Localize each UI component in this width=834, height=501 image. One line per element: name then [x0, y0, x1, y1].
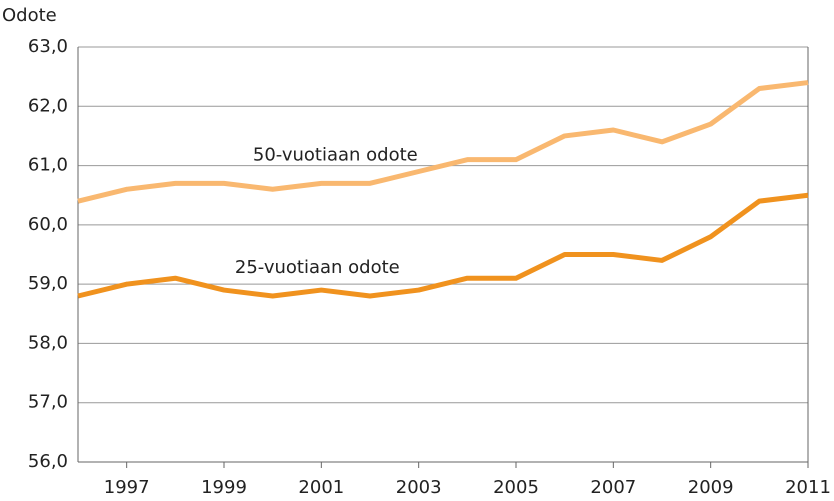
x-tick-label: 2003 — [396, 477, 442, 498]
series-line — [77, 192, 809, 299]
x-tick-label: 2001 — [298, 477, 344, 498]
x-tick-label: 2009 — [688, 477, 734, 498]
x-tick-label: 1997 — [104, 477, 150, 498]
y-tick-label: 58,0 — [28, 332, 68, 353]
series-line — [77, 80, 809, 204]
x-tick-label: 2007 — [590, 477, 636, 498]
y-tick-label: 60,0 — [28, 214, 68, 235]
x-tick-label: 1999 — [201, 477, 247, 498]
x-tick-label: 2005 — [493, 477, 539, 498]
x-tick-label: 2011 — [785, 477, 831, 498]
series-label: 50-vuotiaan odote — [253, 144, 418, 165]
y-tick-label: 57,0 — [28, 392, 68, 413]
series-label: 25-vuotiaan odote — [235, 257, 400, 278]
y-axis-label: Odote — [2, 5, 57, 26]
y-tick-label: 59,0 — [28, 273, 68, 294]
y-tick-label: 63,0 — [28, 36, 68, 57]
y-tick-label: 61,0 — [28, 155, 68, 176]
y-tick-label: 56,0 — [28, 451, 68, 472]
y-tick-label: 62,0 — [28, 95, 68, 116]
